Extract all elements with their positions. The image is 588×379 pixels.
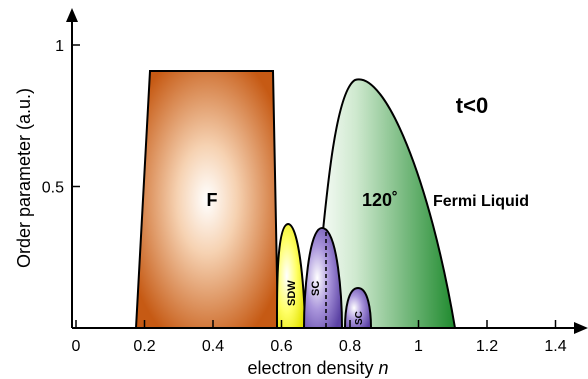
x-tick-label: 0.4 — [202, 338, 224, 355]
label-120: 120˚ — [362, 190, 398, 210]
x-tick-label: 0.2 — [133, 338, 155, 355]
x-tick-label: 0 — [72, 338, 81, 355]
y-tick-label: 0.5 — [42, 180, 64, 197]
x-tick-label: 0.6 — [270, 338, 292, 355]
label-sc-2: SC — [354, 311, 365, 325]
x-tick-label: 0.8 — [339, 338, 361, 355]
label-fermi-liquid: Fermi Liquid — [433, 193, 529, 210]
region-sc-2 — [343, 286, 373, 329]
region-sdw — [275, 222, 307, 329]
label-sc-1: SC — [310, 281, 322, 296]
x-tick-label: 1 — [414, 338, 423, 355]
x-axis-title-var: n — [379, 358, 389, 378]
label-sdw: SDW — [286, 280, 298, 306]
y-tick-label: 1 — [55, 38, 64, 55]
region-sc-1 — [302, 226, 344, 329]
x-axis-arrow — [574, 322, 588, 334]
x-axis-title-text: electron density — [247, 358, 373, 378]
y-axis-title: Order parameter (a.u.) — [14, 88, 34, 268]
x-tick-label: 1.2 — [476, 338, 498, 355]
label-condition: t<0 — [456, 93, 488, 118]
label-f: F — [207, 190, 218, 210]
x-axis-title: electron density n — [247, 358, 388, 378]
x-tick-label: 1.4 — [544, 338, 566, 355]
y-axis-arrow — [66, 8, 78, 22]
